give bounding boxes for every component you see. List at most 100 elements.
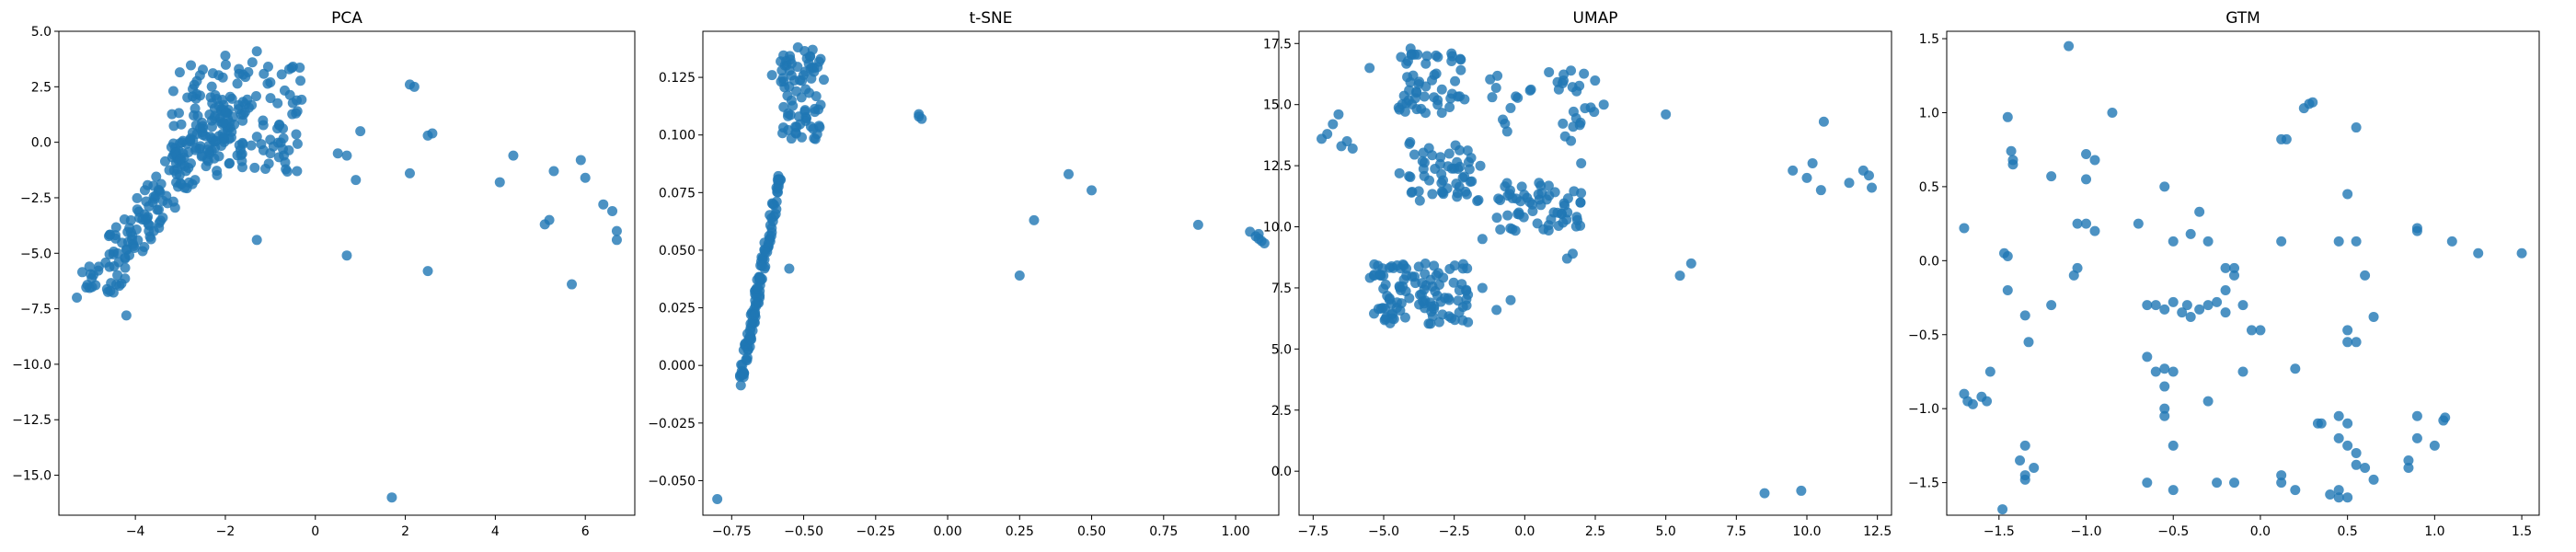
data-point bbox=[1562, 207, 1573, 218]
data-point bbox=[205, 92, 216, 103]
data-point bbox=[1419, 284, 1430, 295]
subplot-grid: −4 −2 0 2 4 6 5.0 2.5 0.0 −2.5 −5.0 −7.5 −10.0 −12.5 −… bbox=[12, 9, 2540, 539]
data-point bbox=[2411, 225, 2422, 236]
data-point bbox=[2202, 396, 2214, 407]
data-point bbox=[427, 128, 438, 139]
data-point bbox=[341, 150, 352, 161]
data-point bbox=[175, 154, 186, 165]
data-point bbox=[784, 81, 795, 92]
data-point bbox=[404, 167, 415, 178]
y-tick-label: −7.5 bbox=[20, 303, 52, 317]
data-point bbox=[2220, 307, 2231, 318]
data-point bbox=[799, 66, 811, 77]
data-point bbox=[1448, 277, 1459, 288]
data-point bbox=[2342, 325, 2353, 336]
data-point bbox=[1418, 164, 1429, 175]
data-point bbox=[1501, 126, 1512, 137]
data-point bbox=[93, 265, 104, 276]
data-point bbox=[283, 63, 294, 75]
data-point bbox=[741, 354, 752, 365]
data-point bbox=[776, 56, 787, 67]
data-point bbox=[611, 235, 622, 246]
data-point bbox=[292, 138, 303, 149]
data-point bbox=[2360, 463, 2371, 474]
data-point bbox=[1546, 213, 1557, 224]
data-point bbox=[1519, 190, 1530, 201]
data-point bbox=[355, 126, 366, 137]
data-point bbox=[1576, 157, 1587, 168]
data-point bbox=[1867, 182, 1878, 193]
data-point bbox=[749, 309, 760, 320]
data-point bbox=[2107, 107, 2118, 118]
data-point bbox=[1984, 366, 1995, 377]
data-point bbox=[1455, 64, 1466, 75]
x-tick-label: 0.75 bbox=[1149, 524, 1178, 539]
data-point bbox=[2046, 171, 2057, 182]
data-point bbox=[1418, 295, 1429, 306]
data-point bbox=[738, 369, 749, 380]
data-point bbox=[1431, 68, 1442, 79]
x-tick-label: −2 bbox=[216, 524, 236, 539]
data-point bbox=[1432, 99, 1443, 110]
data-point bbox=[1424, 175, 1435, 186]
data-point bbox=[807, 44, 818, 55]
data-point bbox=[1477, 282, 1488, 293]
data-point bbox=[1437, 309, 1448, 320]
data-point bbox=[262, 61, 273, 72]
data-point bbox=[792, 42, 803, 53]
data-point bbox=[1449, 315, 1460, 326]
data-point bbox=[1598, 99, 1609, 110]
data-point bbox=[2142, 477, 2153, 489]
data-point bbox=[2168, 440, 2179, 451]
data-point bbox=[2142, 351, 2153, 362]
data-point bbox=[738, 345, 749, 355]
y-tick-label: 0.075 bbox=[659, 186, 696, 201]
data-point bbox=[2229, 262, 2240, 273]
data-point bbox=[132, 192, 143, 203]
data-point bbox=[2246, 325, 2257, 336]
data-point bbox=[806, 73, 817, 84]
data-point bbox=[251, 235, 262, 246]
data-point bbox=[167, 138, 178, 149]
data-point bbox=[1394, 167, 1405, 178]
data-point bbox=[1369, 259, 1380, 270]
data-point bbox=[2015, 454, 2026, 466]
data-point bbox=[1527, 205, 1538, 216]
data-point bbox=[580, 172, 591, 183]
data-point bbox=[2351, 459, 2362, 470]
x-tick-label: 0.5 bbox=[2338, 524, 2358, 539]
data-point bbox=[1087, 185, 1098, 196]
data-point bbox=[2006, 145, 2017, 156]
data-point bbox=[1580, 103, 1591, 114]
data-point bbox=[1455, 161, 1466, 172]
data-point bbox=[1538, 224, 1549, 235]
data-point bbox=[1473, 195, 1484, 205]
data-point bbox=[292, 166, 303, 177]
data-point bbox=[598, 199, 609, 210]
data-point bbox=[2368, 474, 2379, 485]
data-point bbox=[154, 217, 165, 228]
data-point bbox=[1425, 318, 1436, 329]
data-point bbox=[243, 66, 254, 77]
data-point bbox=[1461, 189, 1472, 200]
data-point bbox=[236, 109, 247, 120]
data-point bbox=[2333, 492, 2344, 503]
data-point bbox=[1511, 91, 1522, 102]
data-point bbox=[1444, 101, 1455, 112]
data-point bbox=[1463, 289, 1474, 300]
data-point bbox=[112, 270, 123, 281]
data-point bbox=[182, 92, 193, 103]
data-point bbox=[1411, 87, 1422, 98]
x-tick-label: 2.5 bbox=[1585, 524, 1605, 539]
data-point bbox=[2159, 381, 2170, 392]
data-point bbox=[1575, 197, 1586, 208]
data-point bbox=[753, 282, 764, 293]
data-point bbox=[105, 285, 116, 296]
data-point bbox=[1341, 136, 1352, 147]
data-point bbox=[195, 90, 206, 101]
panel-title: t-SNE bbox=[969, 9, 1012, 28]
data-point bbox=[1395, 284, 1406, 295]
data-point bbox=[291, 129, 302, 140]
y-tick-label: −10.0 bbox=[12, 358, 52, 373]
data-point bbox=[1558, 75, 1570, 86]
